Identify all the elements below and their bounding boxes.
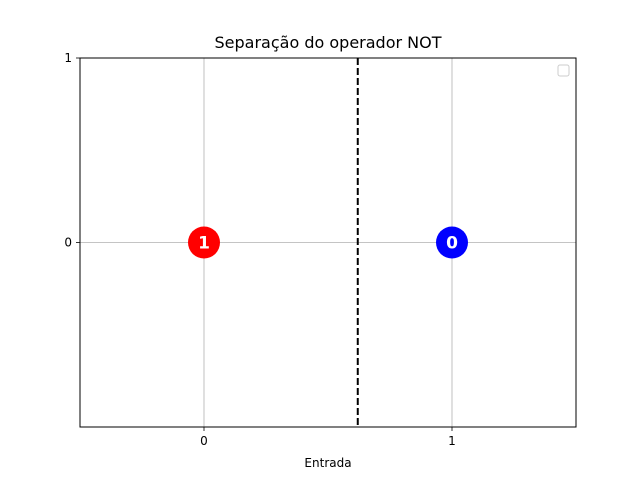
- chart-title: Separação do operador NOT: [215, 33, 442, 52]
- data-point-label: 0: [446, 234, 458, 254]
- legend-box: [557, 64, 570, 77]
- data-point-label: 1: [198, 234, 210, 254]
- x-tick-label: 1: [448, 434, 456, 448]
- x-axis-label: Entrada: [304, 456, 351, 470]
- data-point: [436, 226, 468, 259]
- y-tick-label: 0: [64, 236, 72, 250]
- y-tick-label: 1: [64, 51, 72, 65]
- ticks-layer: 0 1 0 1: [64, 51, 455, 448]
- data-point: [188, 226, 220, 259]
- x-tick-label: 0: [200, 434, 208, 448]
